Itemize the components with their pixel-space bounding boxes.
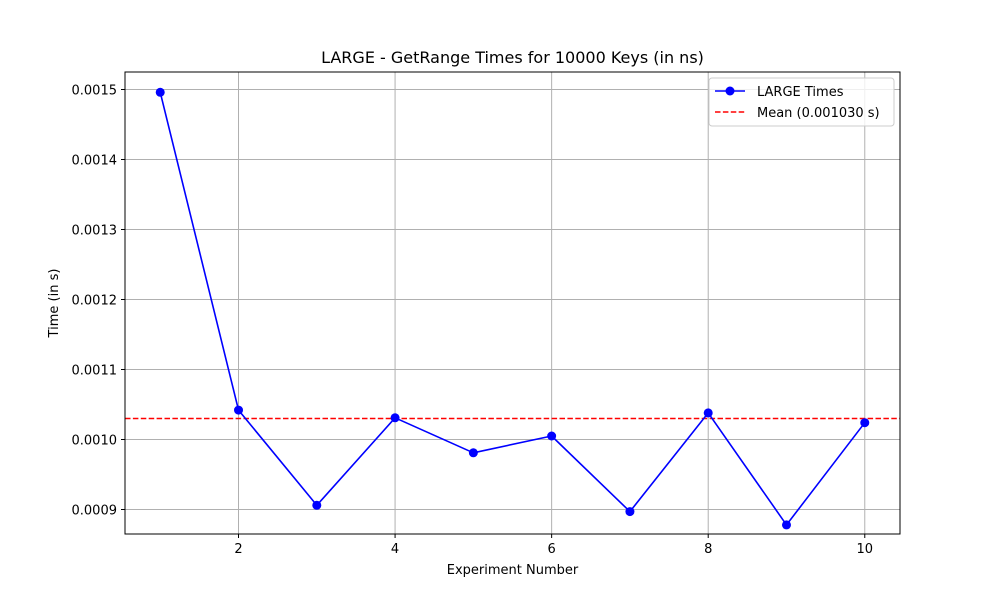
data-point	[860, 418, 869, 427]
legend-label-series: LARGE Times	[757, 85, 844, 100]
x-axis-label: Experiment Number	[447, 563, 579, 578]
y-tick-label: 0.0011	[72, 364, 118, 379]
data-point	[312, 501, 321, 510]
plot-area	[125, 72, 900, 534]
legend: LARGE Times Mean (0.001030 s)	[709, 78, 894, 126]
x-tick-label: 2	[234, 542, 242, 557]
x-tick-label: 4	[391, 542, 399, 557]
y-tick-label: 0.0012	[72, 294, 118, 309]
x-tick-label: 8	[704, 542, 712, 557]
legend-label-mean: Mean (0.001030 s)	[757, 106, 880, 121]
y-axis-label: Time (in s)	[47, 269, 62, 339]
data-point	[782, 520, 791, 529]
data-point	[704, 408, 713, 417]
data-point	[391, 413, 400, 422]
y-tick-label: 0.0009	[72, 504, 118, 519]
data-point	[234, 406, 243, 415]
data-point	[469, 448, 478, 457]
y-tick-label: 0.0015	[72, 84, 118, 99]
chart-title: LARGE - GetRange Times for 10000 Keys (i…	[321, 48, 704, 67]
legend-swatch-marker-series	[726, 87, 735, 96]
y-tick-label: 0.0010	[72, 434, 118, 449]
y-tick-label: 0.0014	[72, 154, 118, 169]
y-tick-label: 0.0013	[72, 224, 118, 239]
data-point	[625, 507, 634, 516]
data-point	[156, 88, 165, 97]
data-point	[547, 432, 556, 441]
x-tick-label: 6	[548, 542, 556, 557]
x-tick-label: 10	[856, 542, 873, 557]
